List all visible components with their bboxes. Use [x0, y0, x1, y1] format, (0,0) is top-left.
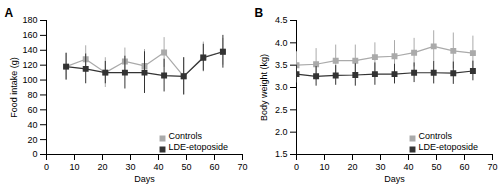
svg-text:10: 10	[319, 162, 329, 172]
svg-text:Food intake (g): Food intake (g)	[9, 57, 19, 118]
svg-text:140: 140	[22, 45, 37, 55]
svg-text:LDE-etoposide: LDE-etoposide	[419, 142, 479, 152]
svg-text:30: 30	[125, 162, 135, 172]
svg-text:50: 50	[181, 162, 191, 172]
svg-text:20: 20	[97, 162, 107, 172]
svg-text:30: 30	[375, 162, 385, 172]
svg-text:1.5: 1.5	[275, 149, 288, 159]
svg-text:3.0: 3.0	[275, 82, 288, 92]
svg-text:50: 50	[431, 162, 441, 172]
svg-text:2.0: 2.0	[275, 127, 288, 137]
svg-text:120: 120	[22, 60, 37, 70]
svg-text:20: 20	[27, 134, 37, 144]
svg-text:80: 80	[27, 90, 37, 100]
svg-text:0: 0	[32, 149, 37, 159]
svg-text:60: 60	[459, 162, 469, 172]
svg-text:40: 40	[27, 120, 37, 130]
svg-text:20: 20	[347, 162, 357, 172]
svg-text:Controls: Controls	[419, 131, 453, 141]
svg-text:3.5: 3.5	[275, 60, 288, 70]
svg-text:LDE-etoposide: LDE-etoposide	[169, 142, 229, 152]
svg-text:180: 180	[22, 15, 37, 25]
svg-text:60: 60	[27, 105, 37, 115]
svg-text:40: 40	[153, 162, 163, 172]
svg-text:Controls: Controls	[169, 131, 203, 141]
svg-text:2.5: 2.5	[275, 105, 288, 115]
svg-text:Body weight (kg): Body weight (kg)	[259, 54, 269, 121]
svg-text:160: 160	[22, 30, 37, 40]
svg-text:Days: Days	[134, 174, 155, 184]
svg-text:4.0: 4.0	[275, 38, 288, 48]
svg-text:4.5: 4.5	[275, 15, 288, 25]
svg-text:0: 0	[294, 162, 299, 172]
svg-text:70: 70	[237, 162, 247, 172]
svg-text:0: 0	[44, 162, 49, 172]
svg-text:A: A	[5, 6, 14, 20]
svg-text:B: B	[255, 6, 264, 20]
svg-text:Days: Days	[384, 174, 405, 184]
svg-text:70: 70	[487, 162, 497, 172]
svg-text:100: 100	[22, 75, 37, 85]
svg-text:40: 40	[403, 162, 413, 172]
svg-text:60: 60	[209, 162, 219, 172]
svg-text:10: 10	[69, 162, 79, 172]
